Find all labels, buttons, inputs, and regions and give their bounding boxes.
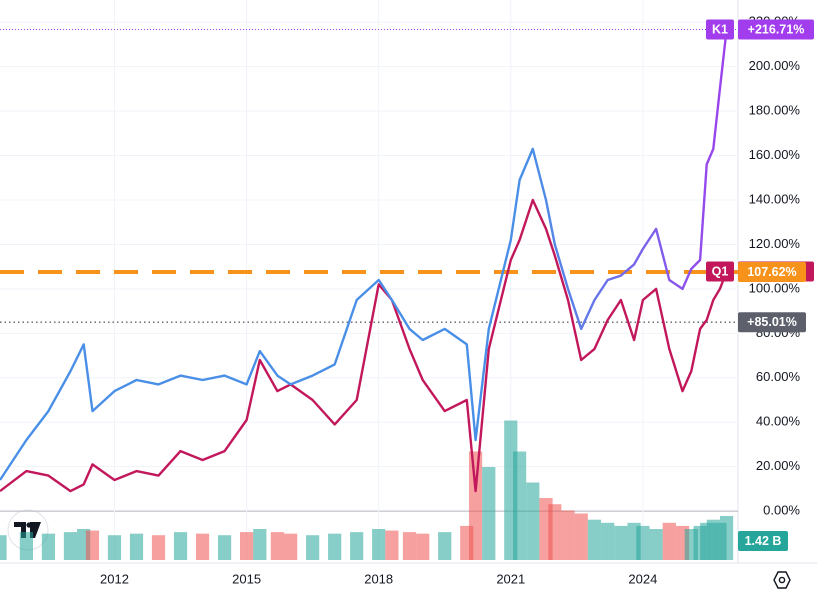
volume-bar <box>587 519 602 560</box>
volume-bar <box>416 533 430 560</box>
volume-bar <box>548 504 562 560</box>
volume-bar <box>129 533 144 560</box>
volume-bar <box>526 482 540 560</box>
volume-tag-box <box>738 531 788 551</box>
series-name-tag-box <box>706 261 734 282</box>
volume-bar <box>328 533 342 560</box>
volume-bar <box>438 532 452 560</box>
y-tick-label: 60.00% <box>756 369 801 384</box>
series-name-tag: K1 <box>712 22 728 36</box>
series-name-tag: Q1 <box>712 264 729 278</box>
volume-bar <box>402 532 417 560</box>
volume-bar <box>253 529 267 560</box>
tradingview-logo[interactable] <box>7 509 49 551</box>
y-tick-label: 160.00% <box>749 147 801 162</box>
x-tick-label: 2015 <box>232 571 261 586</box>
volume-bar <box>306 535 320 560</box>
volume-tag: 1.42 B <box>745 534 782 548</box>
volume-bar <box>468 451 483 560</box>
reference-tag: +85.01% <box>747 315 797 329</box>
volume-bar <box>63 532 78 560</box>
volume-bar <box>217 535 232 560</box>
y-tick-label: 180.00% <box>749 103 801 118</box>
y-tick-label: 100.00% <box>749 280 801 295</box>
volume-bar <box>482 467 496 560</box>
volume-bar <box>719 515 734 560</box>
x-tick-label: 2024 <box>628 571 657 586</box>
volume-bar <box>85 530 100 560</box>
y-tick-label: 140.00% <box>749 191 801 206</box>
reference-tag-box <box>738 312 806 333</box>
volume-bar <box>385 530 399 560</box>
volume-bar <box>173 532 188 560</box>
volume-bar <box>350 532 364 560</box>
y-tick-label: 120.00% <box>749 236 801 251</box>
series-name-tag-box <box>706 19 734 40</box>
series-value-tag-box <box>738 19 814 40</box>
volume-bar <box>107 535 122 560</box>
y-tick-label: 40.00% <box>756 414 801 429</box>
volume-bar <box>195 533 210 560</box>
volume-bar <box>601 522 615 560</box>
volume-bar <box>372 529 386 560</box>
volume-bar <box>0 535 7 560</box>
series-value-tag: +216.71% <box>748 22 805 36</box>
volume-bar <box>19 532 34 560</box>
volume-bar <box>270 532 285 560</box>
y-tick-label: 20.00% <box>756 458 801 473</box>
volume-bar <box>662 522 676 560</box>
reference-tag-box <box>738 261 806 282</box>
series-line <box>0 29 728 481</box>
x-tick-label: 2018 <box>364 571 393 586</box>
settings-icon[interactable] <box>773 571 791 589</box>
volume-bar <box>614 525 628 560</box>
series-line <box>0 198 728 493</box>
x-tick-label: 2021 <box>496 571 525 586</box>
volume-bar <box>636 525 650 560</box>
volume-bar <box>574 513 588 560</box>
volume-bar <box>239 532 254 560</box>
volume-bar <box>561 510 575 560</box>
x-tick-label: 2012 <box>100 571 129 586</box>
volume-bar <box>284 533 298 560</box>
reference-tag: 107.62% <box>747 265 796 279</box>
y-tick-label: 200.00% <box>749 58 801 73</box>
y-tick-label: 0.00% <box>763 503 800 518</box>
volume-bar <box>649 529 663 560</box>
volume-bar <box>512 451 527 560</box>
volume-bar <box>41 533 56 560</box>
volume-bar <box>151 535 166 560</box>
